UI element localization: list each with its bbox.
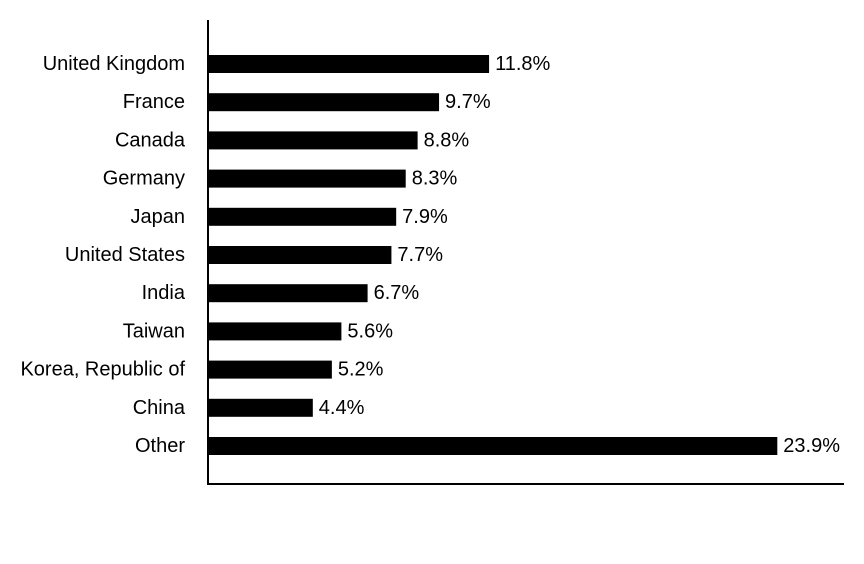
bar — [208, 93, 440, 112]
category-label: Other — [135, 435, 185, 457]
category-label: France — [123, 91, 185, 113]
bar — [208, 398, 313, 417]
data-label: 23.9% — [783, 435, 840, 457]
bar — [208, 55, 490, 73]
category-label: India — [142, 282, 186, 304]
bar — [208, 437, 778, 455]
category-label: Japan — [131, 206, 186, 228]
category-label: Canada — [115, 129, 186, 151]
bar — [208, 246, 392, 264]
category-label: Korea, Republic of — [20, 359, 185, 381]
bar — [208, 207, 397, 226]
data-label: 7.7% — [397, 244, 443, 266]
bars-group — [208, 55, 778, 455]
data-label: 5.6% — [347, 320, 393, 342]
data-label: 6.7% — [374, 282, 420, 304]
data-label: 8.8% — [424, 129, 470, 151]
data-label: 4.4% — [319, 397, 365, 419]
data-label: 11.8% — [495, 53, 550, 75]
bar — [208, 322, 342, 341]
labels-group: United Kingdom 11.8% France 9.7% Canada 8.8% G… — [20, 53, 840, 457]
bar — [208, 169, 406, 188]
category-label: United Kingdom — [43, 53, 185, 75]
bar — [208, 360, 332, 379]
data-label: 8.3% — [412, 168, 458, 190]
data-label: 5.2% — [338, 359, 384, 381]
bar — [208, 131, 418, 150]
category-label: Germany — [103, 168, 185, 190]
category-label: United States — [65, 244, 185, 266]
data-label: 7.9% — [402, 206, 448, 228]
category-label: China — [133, 397, 186, 419]
bar — [208, 284, 368, 303]
data-label: 9.7% — [445, 91, 491, 113]
category-label: Taiwan — [123, 320, 185, 342]
